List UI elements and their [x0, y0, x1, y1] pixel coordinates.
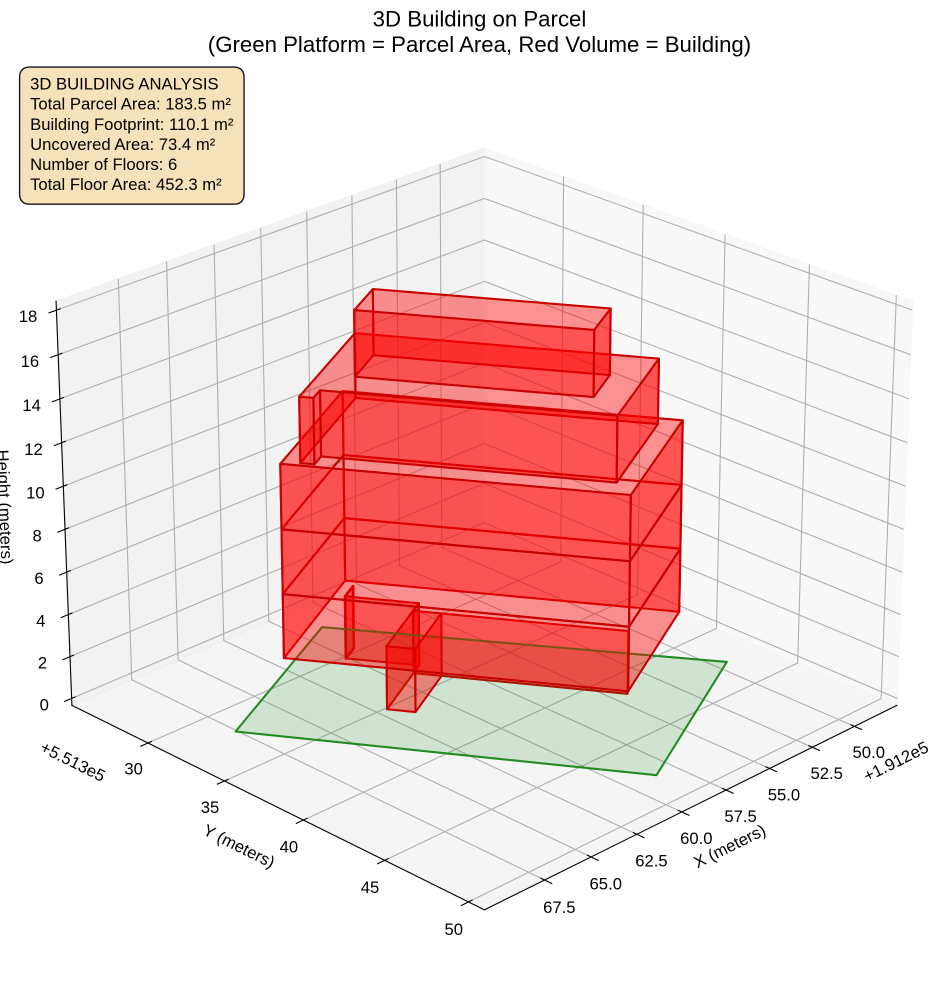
svg-text:Total Parcel Area: 183.5 m²: Total Parcel Area: 183.5 m² — [30, 95, 231, 114]
svg-text:3D Building on Parcel: 3D Building on Parcel — [373, 6, 587, 31]
svg-text:50.0: 50.0 — [853, 743, 885, 762]
svg-text:18: 18 — [19, 307, 38, 326]
svg-text:8: 8 — [33, 526, 42, 545]
svg-text:10: 10 — [26, 483, 45, 502]
svg-text:67.5: 67.5 — [543, 898, 575, 917]
svg-text:52.5: 52.5 — [811, 764, 843, 783]
svg-text:30: 30 — [124, 760, 143, 779]
svg-text:6: 6 — [34, 569, 43, 588]
svg-text:62.5: 62.5 — [635, 852, 667, 871]
svg-text:3D BUILDING ANALYSIS: 3D BUILDING ANALYSIS — [30, 75, 219, 94]
svg-text:40: 40 — [280, 837, 299, 856]
svg-text:55.0: 55.0 — [768, 785, 800, 804]
svg-text:50: 50 — [444, 920, 463, 939]
svg-text:Building Footprint: 110.1 m²: Building Footprint: 110.1 m² — [30, 115, 234, 134]
svg-text:0: 0 — [40, 696, 49, 715]
svg-text:(Green Platform = Parcel Area,: (Green Platform = Parcel Area, Red Volum… — [208, 32, 751, 57]
svg-text:16: 16 — [21, 352, 40, 371]
svg-text:14: 14 — [22, 396, 41, 415]
svg-text:4: 4 — [36, 612, 45, 631]
svg-text:2: 2 — [38, 654, 47, 673]
svg-text:65.0: 65.0 — [590, 875, 622, 894]
svg-text:Number of Floors: 6: Number of Floors: 6 — [30, 155, 177, 174]
svg-text:Uncovered Area: 73.4 m²: Uncovered Area: 73.4 m² — [30, 135, 216, 154]
svg-text:57.5: 57.5 — [724, 807, 756, 826]
svg-text:45: 45 — [361, 878, 380, 897]
svg-text:12: 12 — [24, 440, 43, 459]
svg-text:35: 35 — [201, 798, 220, 817]
svg-text:Height (meters): Height (meters) — [0, 449, 16, 564]
svg-text:Total Floor Area: 452.3 m²: Total Floor Area: 452.3 m² — [30, 175, 222, 194]
svg-text:60.0: 60.0 — [680, 829, 712, 848]
